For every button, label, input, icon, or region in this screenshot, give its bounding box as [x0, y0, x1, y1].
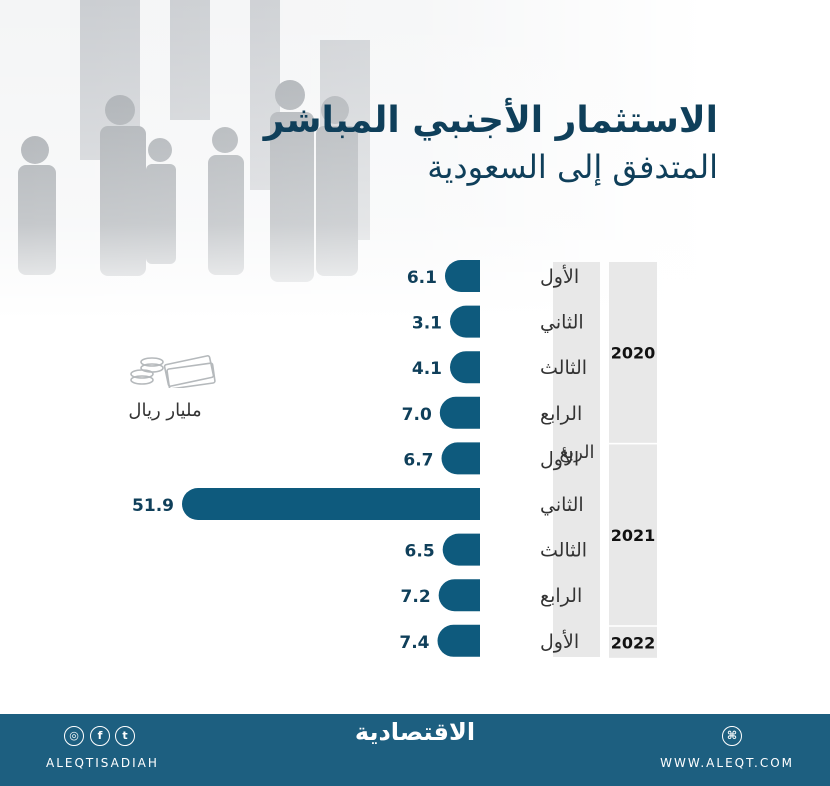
bar-chart: الربع 2020 2021 2022 6.1 الأول 3.1 الثاني 4.1 ا… [132, 260, 657, 658]
bar-2020-q1 [444, 260, 480, 292]
twitter-icon[interactable]: t [115, 726, 135, 746]
quarter-label-2020-q1: الأول [540, 265, 579, 288]
data-label-2020-q4: 7.0 [402, 405, 432, 425]
bar-2020-q3 [450, 351, 480, 384]
money-icon [130, 355, 216, 388]
bar-2021-q2 [182, 488, 480, 520]
data-label-2021-q2: 51.9 [132, 496, 174, 516]
bar-2021-q4 [438, 579, 480, 612]
unit-label: مليار ريال [128, 400, 202, 421]
quarter-label-2021-q1: الأول [540, 447, 579, 470]
data-label-2020-q2: 3.1 [412, 314, 442, 334]
data-label-2020-q3: 4.1 [412, 359, 442, 379]
quarter-label-2021-q3: الثالث [540, 540, 587, 562]
bar-2021-q3 [442, 533, 480, 566]
quarter-label-2021-q2: الثاني [540, 494, 584, 516]
data-label-2021-q4: 7.2 [401, 587, 431, 607]
year-label-2020: 2020 [611, 343, 656, 362]
bar-2020-q4 [439, 396, 480, 429]
bar-2022-q1 [437, 624, 480, 657]
facebook-icon[interactable]: f [90, 726, 110, 746]
bar-2021-q1 [441, 442, 480, 475]
quarter-label-2021-q4: الرابع [540, 585, 582, 607]
data-label-2020-q1: 6.1 [407, 268, 437, 288]
background-photo [0, 0, 830, 320]
instagram-icon[interactable]: ◎ [64, 726, 84, 746]
year-panel-2020 [609, 262, 657, 443]
quarter-label-2020-q2: الثاني [540, 312, 584, 334]
website-link[interactable]: WWW.ALEQT.COM [660, 756, 794, 770]
year-label-2021: 2021 [611, 526, 656, 545]
quarter-label-2020-q4: الرابع [540, 403, 582, 425]
data-label-2021-q3: 6.5 [405, 542, 435, 562]
social-handle[interactable]: ALEQTISADIAH [46, 756, 159, 770]
web-icon[interactable]: ⌘ [722, 726, 742, 746]
chart-title-line2: المتدفق إلى السعودية [427, 148, 718, 186]
year-panel-2022 [609, 626, 657, 658]
chart-title-line1: الاستثمار الأجنبي المباشر [263, 100, 718, 141]
quarter-column-panel [553, 262, 600, 657]
bar-2020-q2 [450, 305, 480, 338]
data-label-2021-q1: 6.7 [403, 450, 433, 470]
footer-bar [0, 714, 830, 786]
year-panel-2021 [609, 444, 657, 626]
brand-logo: الاقتصادية [354, 718, 476, 746]
quarter-label-2022-q1: الأول [540, 630, 579, 653]
quarter-axis-label: الربع [559, 442, 594, 463]
year-label-2022: 2022 [611, 633, 656, 652]
data-label-2022-q1: 7.4 [399, 633, 429, 653]
quarter-label-2020-q3: الثالث [540, 357, 587, 379]
